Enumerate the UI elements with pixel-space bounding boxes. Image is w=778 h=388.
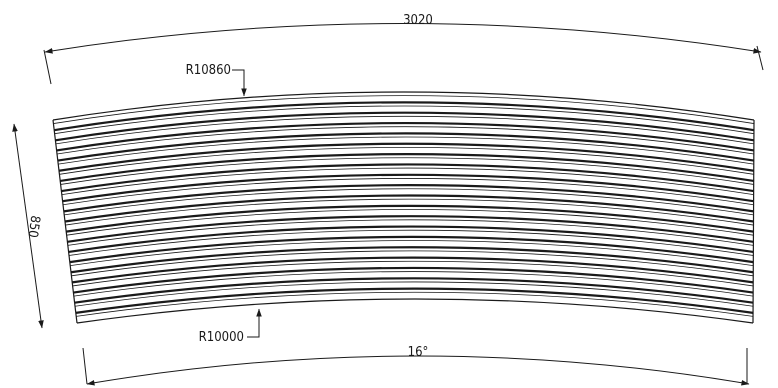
strip-boundary-arc bbox=[57, 132, 754, 162]
strip-inner-arc bbox=[76, 291, 754, 317]
strip-inner-arc bbox=[66, 209, 754, 236]
panel-body bbox=[52, 91, 755, 324]
height-dimension: 850 bbox=[12, 123, 44, 329]
arc-length-extension-right bbox=[756, 45, 764, 71]
inner-edge-arc bbox=[76, 298, 754, 324]
strip-boundary-arc bbox=[68, 225, 754, 254]
arc-length-extension-left bbox=[43, 49, 52, 85]
strip-inner-arc bbox=[70, 240, 754, 267]
height-dimension-line bbox=[12, 123, 44, 329]
strip-boundary-arc bbox=[69, 235, 754, 264]
strip-boundary-arc bbox=[54, 101, 755, 132]
strip-inner-arc bbox=[65, 198, 754, 226]
angle-dimension-line bbox=[86, 355, 750, 386]
strip-inner-arc bbox=[67, 219, 754, 246]
strip-inner-arc bbox=[54, 105, 754, 135]
arc-length-dimension: 3020 bbox=[43, 13, 764, 85]
panel-strips bbox=[52, 91, 755, 324]
outer-edge-arc bbox=[52, 91, 755, 121]
arc-length-dimension-line bbox=[44, 23, 762, 54]
strip-inner-arc bbox=[73, 271, 754, 297]
strip-boundary-arc bbox=[72, 256, 754, 284]
outer-radius-label: R10860 bbox=[186, 63, 231, 78]
strip-inner-arc bbox=[71, 250, 754, 277]
strip-inner-arc bbox=[53, 95, 755, 124]
strip-inner-arc bbox=[60, 157, 754, 185]
height-label: 850 bbox=[24, 214, 42, 238]
arc-length-label: 3020 bbox=[403, 13, 433, 28]
strip-inner-arc bbox=[72, 260, 754, 287]
strip-boundary-arc bbox=[64, 194, 754, 223]
strip-boundary-arc bbox=[61, 163, 754, 193]
strip-inner-arc bbox=[68, 229, 754, 256]
angle-label: 16° bbox=[408, 345, 429, 360]
strip-inner-arc bbox=[61, 167, 754, 195]
outer-radius-callout: R10860 bbox=[186, 63, 247, 97]
strip-boundary-arc bbox=[62, 173, 754, 203]
strip-boundary-arc bbox=[55, 111, 755, 142]
strip-inner-arc bbox=[74, 281, 754, 307]
outer-radius-leader bbox=[232, 69, 247, 97]
strip-boundary-arc bbox=[74, 277, 754, 304]
strip-boundary-arc bbox=[58, 142, 754, 172]
strip-boundary-arc bbox=[56, 121, 755, 152]
strip-boundary-arc bbox=[67, 215, 754, 243]
strip-boundary-arc bbox=[75, 287, 754, 314]
strip-boundary-arc bbox=[60, 153, 754, 182]
strip-inner-arc bbox=[58, 136, 754, 165]
strip-inner-arc bbox=[55, 115, 754, 145]
angle-extension-left bbox=[82, 347, 88, 385]
strip-inner-arc bbox=[59, 147, 754, 175]
angle-dimension: 16° bbox=[82, 345, 750, 386]
strip-boundary-arc bbox=[70, 246, 754, 274]
strip-boundary-arc bbox=[63, 184, 754, 213]
inner-radius-label: R10000 bbox=[199, 330, 244, 345]
inner-radius-leader bbox=[247, 308, 262, 338]
strip-inner-arc bbox=[56, 126, 754, 155]
inner-radius-callout: R10000 bbox=[199, 308, 262, 345]
strip-boundary-arc bbox=[73, 266, 754, 294]
strip-inner-arc bbox=[64, 188, 754, 216]
strip-inner-arc bbox=[62, 178, 754, 206]
strip-boundary-arc bbox=[66, 204, 754, 233]
